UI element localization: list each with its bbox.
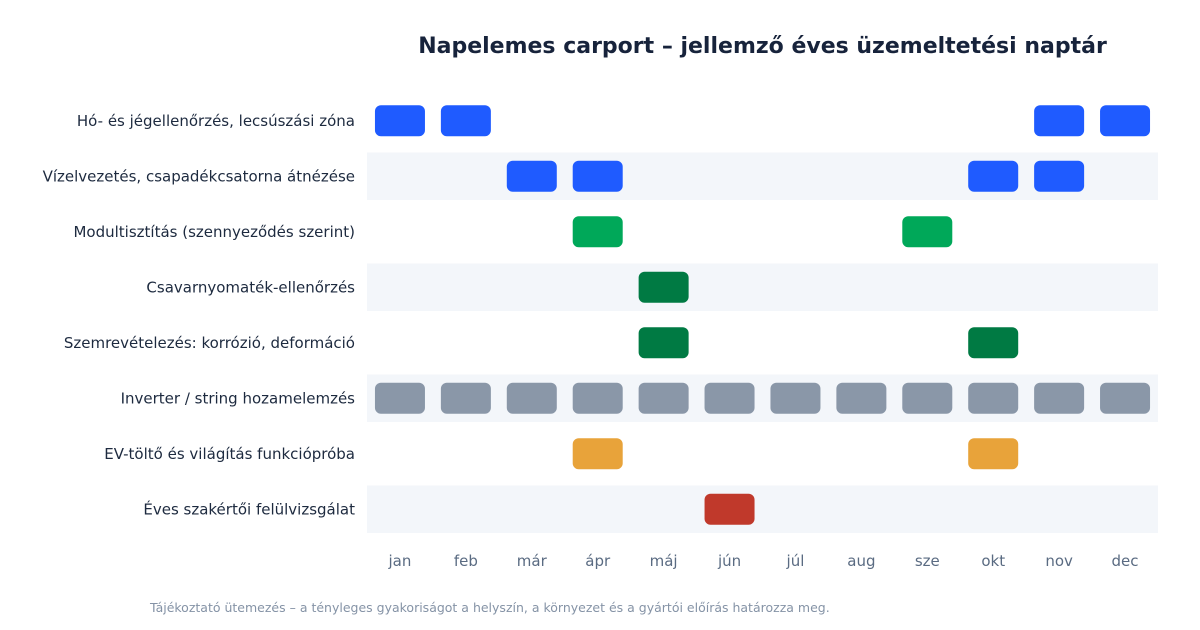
schedule-cell bbox=[968, 382, 1019, 414]
schedule-cell bbox=[902, 382, 953, 414]
schedule-cell bbox=[968, 438, 1019, 470]
schedule-cell bbox=[1034, 382, 1085, 414]
schedule-cell bbox=[638, 327, 689, 359]
schedule-cell bbox=[572, 438, 623, 470]
row-label: Éves szakértői felülvizsgálat bbox=[143, 499, 355, 518]
month-tick-label: feb bbox=[454, 552, 478, 570]
schedule-cell bbox=[572, 382, 623, 414]
schedule-cell bbox=[704, 382, 755, 414]
row-label: Szemrevételezés: korrózió, deformáció bbox=[64, 334, 355, 352]
row-label: Csavarnyomaték-ellenőrzés bbox=[146, 278, 355, 296]
month-tick-label: máj bbox=[650, 552, 678, 570]
schedule-cell bbox=[572, 216, 623, 248]
schedule-cell bbox=[1034, 105, 1085, 137]
row-label: EV-töltő és világítás funkciópróba bbox=[104, 445, 355, 463]
schedule-cell bbox=[440, 105, 491, 137]
schedule-cell bbox=[440, 382, 491, 414]
schedule-cell bbox=[968, 327, 1019, 359]
month-tick-label: ápr bbox=[585, 552, 611, 570]
month-tick-label: jan bbox=[388, 552, 412, 570]
footnote: Tájékoztató ütemezés – a tényleges gyako… bbox=[150, 600, 830, 615]
month-tick-label: jún bbox=[717, 552, 741, 570]
month-tick-label: aug bbox=[847, 552, 875, 570]
row-label: Modultisztítás (szennyeződés szerint) bbox=[73, 223, 355, 241]
row-band bbox=[367, 263, 1158, 311]
schedule-cell bbox=[638, 382, 689, 414]
row-band bbox=[367, 374, 1158, 422]
month-tick-label: dec bbox=[1112, 552, 1139, 570]
schedule-cell bbox=[638, 271, 689, 303]
month-tick-label: már bbox=[517, 552, 548, 570]
row-band bbox=[367, 152, 1158, 200]
row-label: Hó- és jégellenőrzés, lecsúszási zóna bbox=[77, 112, 355, 130]
row-label: Inverter / string hozamelemzés bbox=[121, 389, 356, 407]
row-band bbox=[367, 485, 1158, 533]
schedule-cell bbox=[506, 160, 557, 192]
schedule-cell bbox=[374, 105, 425, 137]
schedule-cell bbox=[770, 382, 821, 414]
month-tick-label: sze bbox=[915, 552, 940, 570]
schedule-cell bbox=[836, 382, 887, 414]
schedule-cell bbox=[506, 382, 557, 414]
schedule-cell bbox=[1100, 105, 1151, 137]
schedule-cell bbox=[572, 160, 623, 192]
schedule-cell bbox=[968, 160, 1019, 192]
schedule-cell bbox=[1100, 382, 1151, 414]
chart-title: Napelemes carport – jellemző éves üzemel… bbox=[418, 34, 1107, 59]
month-tick-label: okt bbox=[981, 552, 1005, 570]
schedule-cell bbox=[902, 216, 953, 248]
month-tick-label: nov bbox=[1045, 552, 1073, 570]
schedule-cell bbox=[1034, 160, 1085, 192]
row-label: Vízelvezetés, csapadékcsatorna átnézése bbox=[43, 167, 355, 185]
schedule-cell bbox=[374, 382, 425, 414]
month-tick-label: júl bbox=[786, 552, 805, 570]
schedule-cell bbox=[704, 493, 755, 525]
